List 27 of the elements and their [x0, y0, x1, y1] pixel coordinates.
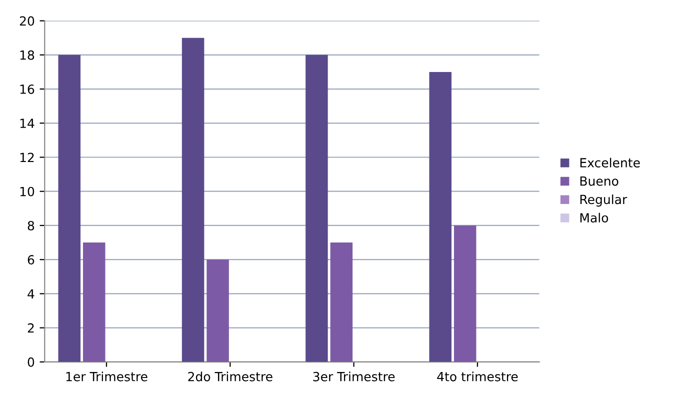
bar [330, 242, 353, 362]
x-tick-label: 2do Trimestre [188, 372, 272, 382]
y-tick-label: 6 [28, 255, 34, 265]
bar [206, 260, 229, 362]
legend-label: Regular [580, 194, 628, 207]
x-tick-label: 1er Trimestre [66, 372, 148, 382]
bar [429, 72, 452, 362]
y-tick-label: 14 [20, 118, 34, 128]
bar [82, 242, 106, 362]
y-tick-label: 18 [20, 50, 34, 60]
y-tick-label: 0 [28, 357, 34, 367]
bar [182, 38, 204, 362]
x-tick-label: 3er Trimestre [313, 372, 395, 382]
legend-label: Malo [580, 212, 608, 223]
y-tick-label: 12 [20, 152, 34, 162]
y-tick-label: 2 [28, 323, 34, 333]
legend-label: Excelente [580, 158, 640, 168]
bar [58, 54, 81, 362]
legend-label: Bueno [580, 176, 618, 186]
y-tick-label: 8 [28, 220, 34, 230]
y-tick-label: 4 [28, 289, 34, 298]
bar [306, 54, 328, 362]
y-tick-label: 20 [20, 16, 34, 26]
x-tick-label: 4to trimestre [437, 372, 518, 382]
y-tick-label: 16 [20, 84, 34, 94]
bar [454, 225, 476, 362]
y-tick-label: 10 [20, 186, 34, 196]
